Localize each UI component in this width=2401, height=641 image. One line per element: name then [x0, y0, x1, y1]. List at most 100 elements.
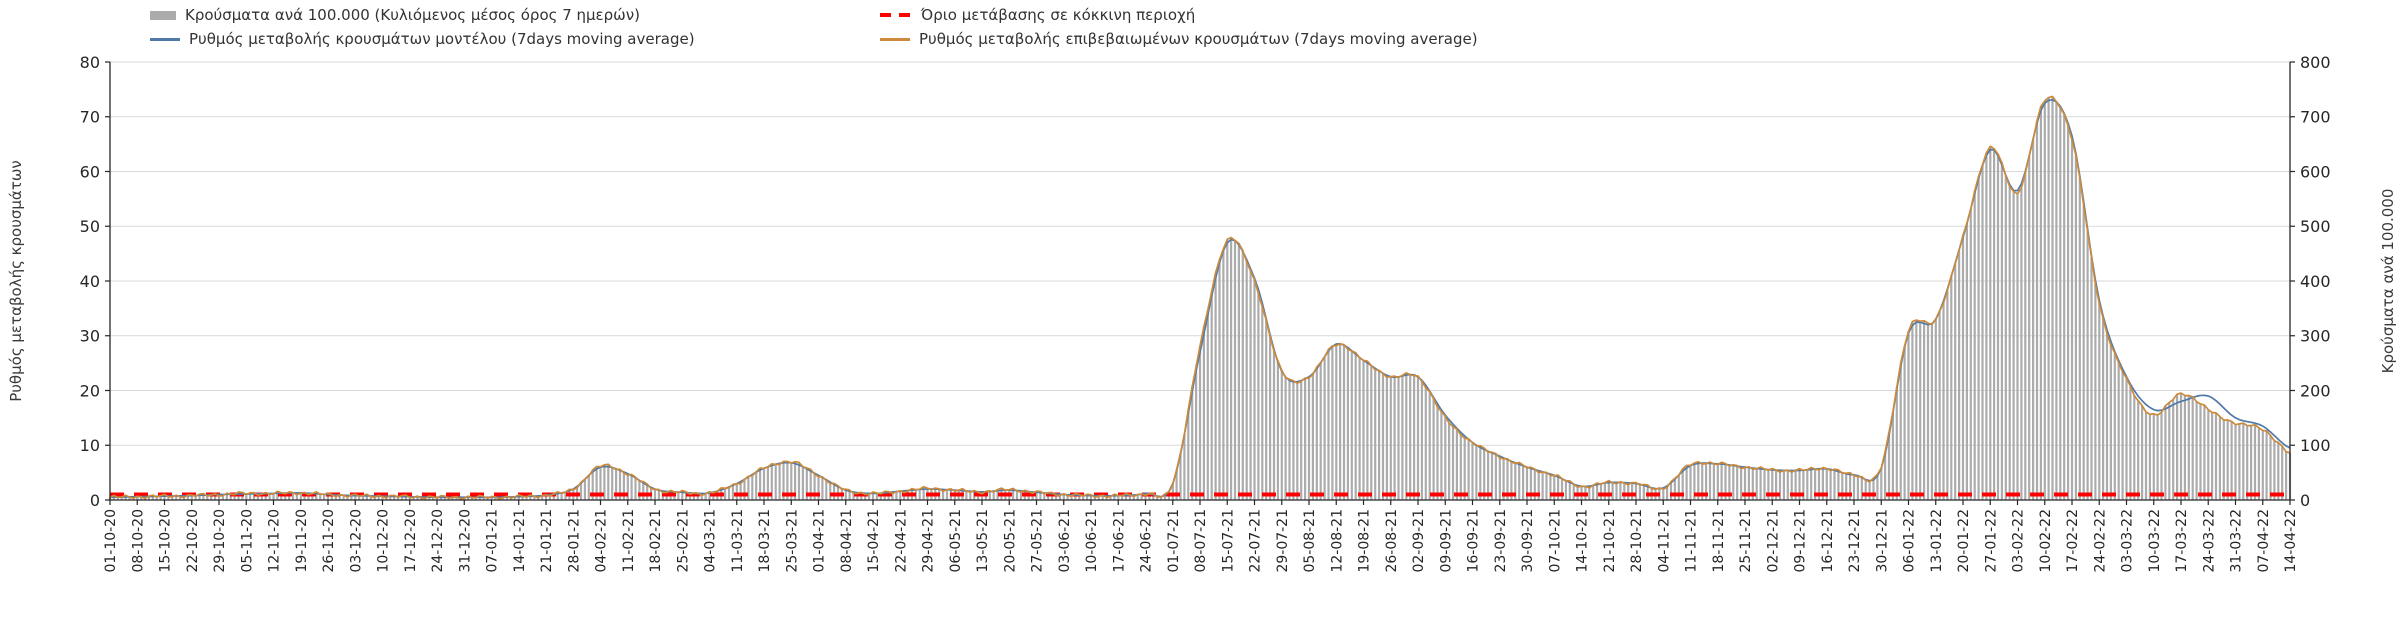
svg-text:16-12-21: 16-12-21 [1820, 509, 1836, 573]
svg-text:11-03-21: 11-03-21 [730, 509, 746, 573]
svg-text:26-08-21: 26-08-21 [1384, 509, 1400, 573]
threshold-label: Όριο μετάβασης σε κόκκινη περιοχή [921, 6, 1196, 24]
svg-text:200: 200 [2300, 381, 2331, 400]
svg-text:40: 40 [80, 272, 100, 291]
svg-text:300: 300 [2300, 327, 2331, 346]
legend-item-model-rate: Ρυθμός μεταβολής κρουσμάτων μοντέλου (7d… [150, 29, 880, 49]
svg-text:01-07-21: 01-07-21 [1166, 509, 1182, 573]
chart-legend: Κρούσματα ανά 100.000 (Κυλιόμενος μέσος … [150, 5, 1478, 49]
svg-text:700: 700 [2300, 108, 2331, 127]
svg-text:13-05-21: 13-05-21 [975, 509, 991, 573]
svg-text:30-09-21: 30-09-21 [1520, 509, 1536, 573]
svg-text:06-05-21: 06-05-21 [948, 509, 964, 573]
svg-text:18-02-21: 18-02-21 [648, 509, 664, 573]
svg-text:05-11-20: 05-11-20 [239, 509, 255, 573]
svg-text:31-03-22: 31-03-22 [2229, 509, 2245, 573]
svg-text:26-11-20: 26-11-20 [321, 509, 337, 573]
gridlines [110, 61, 2290, 446]
svg-text:17-12-20: 17-12-20 [403, 509, 419, 573]
svg-text:25-11-21: 25-11-21 [1738, 509, 1754, 573]
cases-bar-label: Κρούσματα ανά 100.000 (Κυλιόμενος μέσος … [185, 6, 640, 24]
svg-text:27-01-22: 27-01-22 [1983, 509, 1999, 573]
svg-text:29-10-20: 29-10-20 [212, 509, 228, 573]
svg-text:10-12-20: 10-12-20 [376, 509, 392, 573]
svg-text:03-12-20: 03-12-20 [348, 509, 364, 573]
legend-item-confirmed-rate: Ρυθμός μεταβολής επιβεβαιωμένων κρουσμάτ… [880, 29, 1478, 49]
svg-text:400: 400 [2300, 272, 2331, 291]
confirmed-rate-label: Ρυθμός μεταβολής επιβεβαιωμένων κρουσμάτ… [919, 30, 1478, 48]
svg-text:20-05-21: 20-05-21 [1002, 509, 1018, 573]
legend-item-red-zone-threshold: Όριο μετάβασης σε κόκκινη περιοχή [880, 5, 1478, 25]
svg-text:0: 0 [2300, 491, 2310, 510]
svg-text:18-11-21: 18-11-21 [1711, 509, 1727, 573]
svg-text:04-11-21: 04-11-21 [1656, 509, 1672, 573]
cases-bar-swatch [150, 10, 176, 20]
right-axis-title: Κρούσματα ανά 100.000 [2379, 188, 2397, 374]
legend-item-cases-per-100k: Κρούσματα ανά 100.000 (Κυλιόμενος μέσος … [150, 5, 880, 25]
svg-text:04-02-21: 04-02-21 [594, 509, 610, 573]
svg-text:06-01-22: 06-01-22 [1902, 509, 1918, 573]
svg-text:13-01-22: 13-01-22 [1929, 509, 1945, 573]
svg-text:08-07-21: 08-07-21 [1193, 509, 1209, 573]
svg-text:31-12-20: 31-12-20 [457, 509, 473, 573]
svg-text:11-11-21: 11-11-21 [1684, 509, 1700, 573]
svg-text:01-04-21: 01-04-21 [812, 509, 828, 573]
svg-text:15-07-21: 15-07-21 [1220, 509, 1236, 573]
svg-text:03-02-22: 03-02-22 [2011, 509, 2027, 573]
svg-text:18-03-21: 18-03-21 [757, 509, 773, 573]
svg-text:09-12-21: 09-12-21 [1793, 509, 1809, 573]
svg-text:500: 500 [2300, 217, 2331, 236]
svg-text:20: 20 [80, 381, 100, 400]
svg-text:24-02-22: 24-02-22 [2092, 509, 2108, 573]
svg-text:24-06-21: 24-06-21 [1139, 509, 1155, 573]
svg-text:24-12-20: 24-12-20 [430, 509, 446, 573]
left-tick-labels: 0 10 20 30 40 50 60 70 80 [80, 53, 100, 510]
svg-text:14-10-21: 14-10-21 [1575, 509, 1591, 573]
svg-text:08-10-20: 08-10-20 [130, 509, 146, 573]
svg-text:19-08-21: 19-08-21 [1357, 509, 1373, 573]
svg-text:10-03-22: 10-03-22 [2147, 509, 2163, 573]
svg-text:19-11-20: 19-11-20 [294, 509, 310, 573]
svg-text:22-04-21: 22-04-21 [893, 509, 909, 573]
svg-text:21-10-21: 21-10-21 [1602, 509, 1618, 573]
svg-text:08-04-21: 08-04-21 [839, 509, 855, 573]
svg-text:60: 60 [80, 162, 100, 181]
svg-text:02-09-21: 02-09-21 [1411, 509, 1427, 573]
svg-text:24-03-22: 24-03-22 [2201, 509, 2217, 573]
svg-text:0: 0 [90, 491, 100, 510]
bars-series [108, 96, 2292, 500]
svg-text:21-01-21: 21-01-21 [539, 509, 555, 573]
svg-text:12-08-21: 12-08-21 [1329, 509, 1345, 573]
svg-text:22-10-20: 22-10-20 [185, 509, 201, 573]
svg-text:14-01-21: 14-01-21 [512, 509, 528, 573]
svg-text:05-08-21: 05-08-21 [1302, 509, 1318, 573]
right-tick-labels: 0 100 200 300 400 500 600 700 800 [2300, 53, 2331, 510]
svg-text:29-04-21: 29-04-21 [921, 509, 937, 573]
svg-text:23-09-21: 23-09-21 [1493, 509, 1509, 573]
model-rate-label: Ρυθμός μεταβολής κρουσμάτων μοντέλου (7d… [189, 30, 695, 48]
svg-text:12-11-20: 12-11-20 [267, 509, 283, 573]
svg-text:100: 100 [2300, 436, 2331, 455]
svg-text:14-04-22: 14-04-22 [2283, 509, 2299, 573]
svg-text:10-02-22: 10-02-22 [2038, 509, 2054, 573]
svg-text:28-10-21: 28-10-21 [1629, 509, 1645, 573]
svg-text:07-01-21: 07-01-21 [485, 509, 501, 573]
svg-text:07-10-21: 07-10-21 [1547, 509, 1563, 573]
svg-text:25-02-21: 25-02-21 [675, 509, 691, 573]
svg-text:22-07-21: 22-07-21 [1248, 509, 1264, 573]
svg-text:28-01-21: 28-01-21 [566, 509, 582, 573]
svg-text:50: 50 [80, 217, 100, 236]
svg-text:16-09-21: 16-09-21 [1466, 509, 1482, 573]
svg-text:11-02-21: 11-02-21 [621, 509, 637, 573]
svg-text:03-06-21: 03-06-21 [1057, 509, 1073, 573]
svg-text:25-03-21: 25-03-21 [784, 509, 800, 573]
x-tick-labels: 01-10-20 08-10-20 15-10-20 22-10-20 29-10-20… [103, 509, 2299, 573]
left-axis-title: Ρυθμός μεταβολής κρουσμάτων [7, 160, 25, 402]
tick-marks [105, 61, 2295, 505]
svg-text:23-12-21: 23-12-21 [1847, 509, 1863, 573]
svg-text:15-04-21: 15-04-21 [866, 509, 882, 573]
svg-text:27-05-21: 27-05-21 [1030, 509, 1046, 573]
svg-text:03-03-22: 03-03-22 [2120, 509, 2136, 573]
